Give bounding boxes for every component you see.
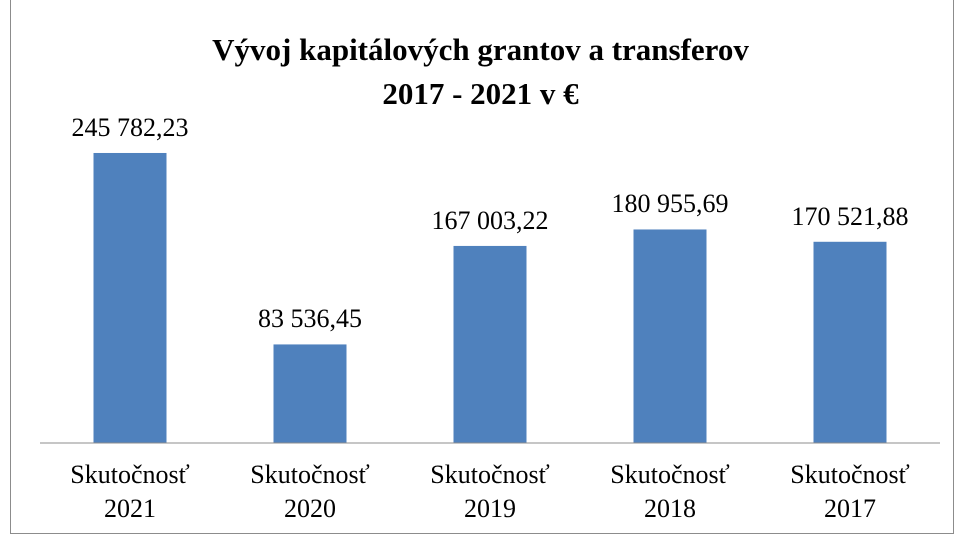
x-tick-label: Skutočnosť 2017 [790, 460, 910, 523]
bar [93, 152, 167, 443]
bar [273, 344, 347, 443]
x-tick-label: Skutočnosť 2019 [430, 460, 550, 523]
x-tick-label: Skutočnosť 2018 [610, 460, 730, 523]
data-label: 180 955,69 [611, 189, 729, 219]
bar [813, 241, 887, 443]
chart-frame [10, 0, 954, 534]
data-label: 167 003,22 [431, 205, 549, 235]
data-label: 245 782,23 [71, 112, 189, 142]
bar [633, 229, 707, 443]
x-tick-label: Skutočnosť 2021 [70, 460, 190, 523]
chart-title: Vývoj kapitálových grantov a transferov … [212, 32, 749, 111]
data-label: 83 536,45 [258, 304, 362, 334]
data-label: 170 521,88 [791, 201, 909, 231]
bar [453, 245, 527, 443]
x-tick-label: Skutočnosť 2020 [250, 460, 370, 523]
